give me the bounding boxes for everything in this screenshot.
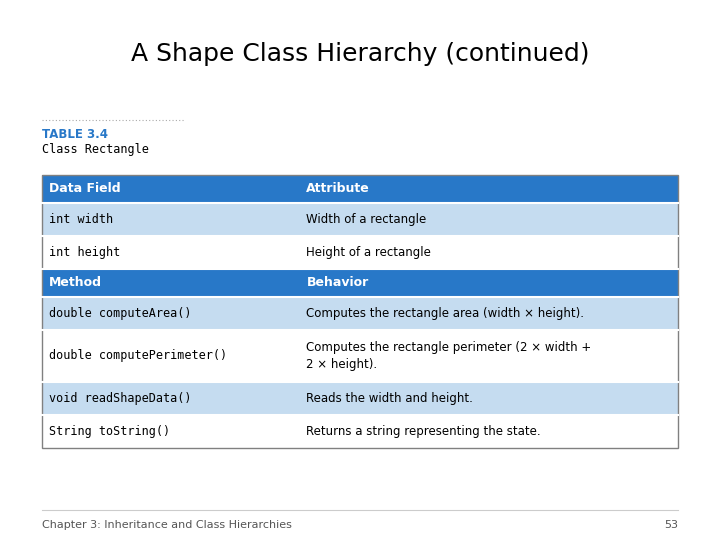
Bar [42, 203, 678, 236]
Text: Chapter 3: Inheritance and Class Hierarchies: Chapter 3: Inheritance and Class Hierarc… [42, 520, 292, 530]
Text: A Shape Class Hierarchy (continued): A Shape Class Hierarchy (continued) [131, 42, 589, 66]
Text: int width: int width [49, 213, 113, 226]
Bar [42, 175, 678, 448]
Bar [42, 297, 678, 330]
Text: Attribute: Attribute [307, 183, 370, 195]
Bar [42, 236, 678, 269]
Text: double computeArea(): double computeArea() [49, 307, 192, 320]
Text: int height: int height [49, 246, 120, 259]
Text: void readShapeData(): void readShapeData() [49, 392, 192, 405]
Bar [42, 269, 678, 297]
Text: Behavior: Behavior [307, 276, 369, 289]
Text: Reads the width and height.: Reads the width and height. [307, 392, 473, 405]
Text: Method: Method [49, 276, 102, 289]
Text: String toString(): String toString() [49, 425, 170, 438]
Text: Returns a string representing the state.: Returns a string representing the state. [307, 425, 541, 438]
Text: Width of a rectangle: Width of a rectangle [307, 213, 427, 226]
Text: Class Rectangle: Class Rectangle [42, 143, 149, 156]
Text: Data Field: Data Field [49, 183, 121, 195]
Text: Computes the rectangle perimeter (2 × width +
2 × height).: Computes the rectangle perimeter (2 × wi… [307, 341, 592, 371]
Text: Computes the rectangle area (width × height).: Computes the rectangle area (width × hei… [307, 307, 585, 320]
Bar [42, 330, 678, 382]
Text: double computePerimeter(): double computePerimeter() [49, 349, 227, 362]
Text: TABLE 3.4: TABLE 3.4 [42, 128, 108, 141]
Text: Height of a rectangle: Height of a rectangle [307, 246, 431, 259]
Text: 53: 53 [664, 520, 678, 530]
Bar [42, 382, 678, 415]
Bar [42, 415, 678, 448]
Bar [42, 175, 678, 203]
